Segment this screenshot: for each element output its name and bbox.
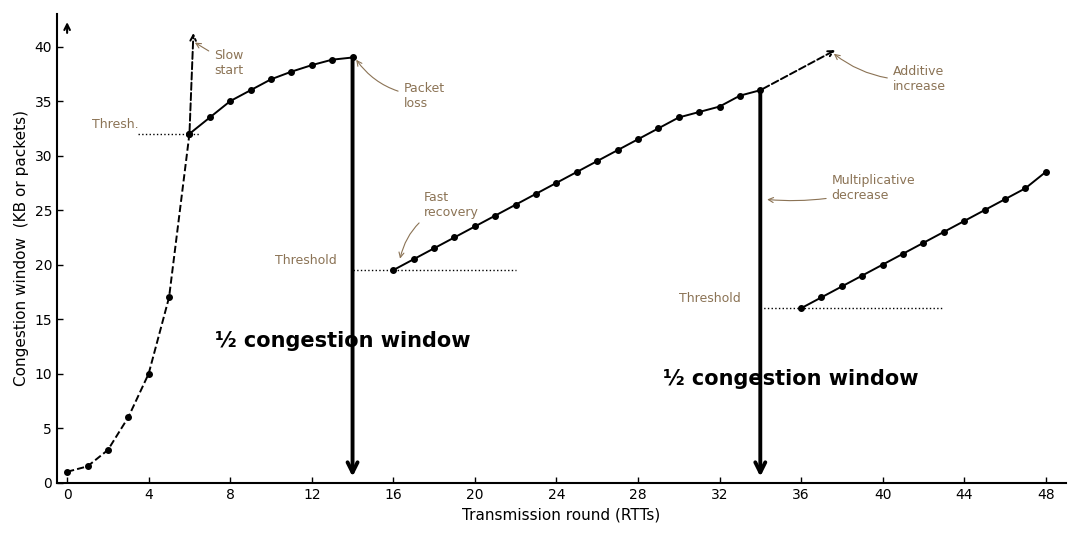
- Text: Threshold: Threshold: [678, 292, 741, 305]
- Text: Packet
loss: Packet loss: [356, 61, 445, 110]
- Y-axis label: Congestion window  (KB or packets): Congestion window (KB or packets): [14, 110, 29, 386]
- Text: ½ congestion window: ½ congestion window: [663, 369, 919, 389]
- Text: ½ congestion window: ½ congestion window: [215, 331, 470, 351]
- Text: Thresh.: Thresh.: [92, 117, 138, 131]
- Text: Additive
increase: Additive increase: [835, 55, 946, 93]
- Text: Slow
start: Slow start: [195, 43, 243, 77]
- Text: Threshold: Threshold: [275, 254, 337, 267]
- X-axis label: Transmission round (RTTs): Transmission round (RTTs): [462, 507, 661, 522]
- Text: Fast
recovery: Fast recovery: [399, 191, 478, 257]
- Text: Multiplicative
decrease: Multiplicative decrease: [768, 174, 915, 203]
